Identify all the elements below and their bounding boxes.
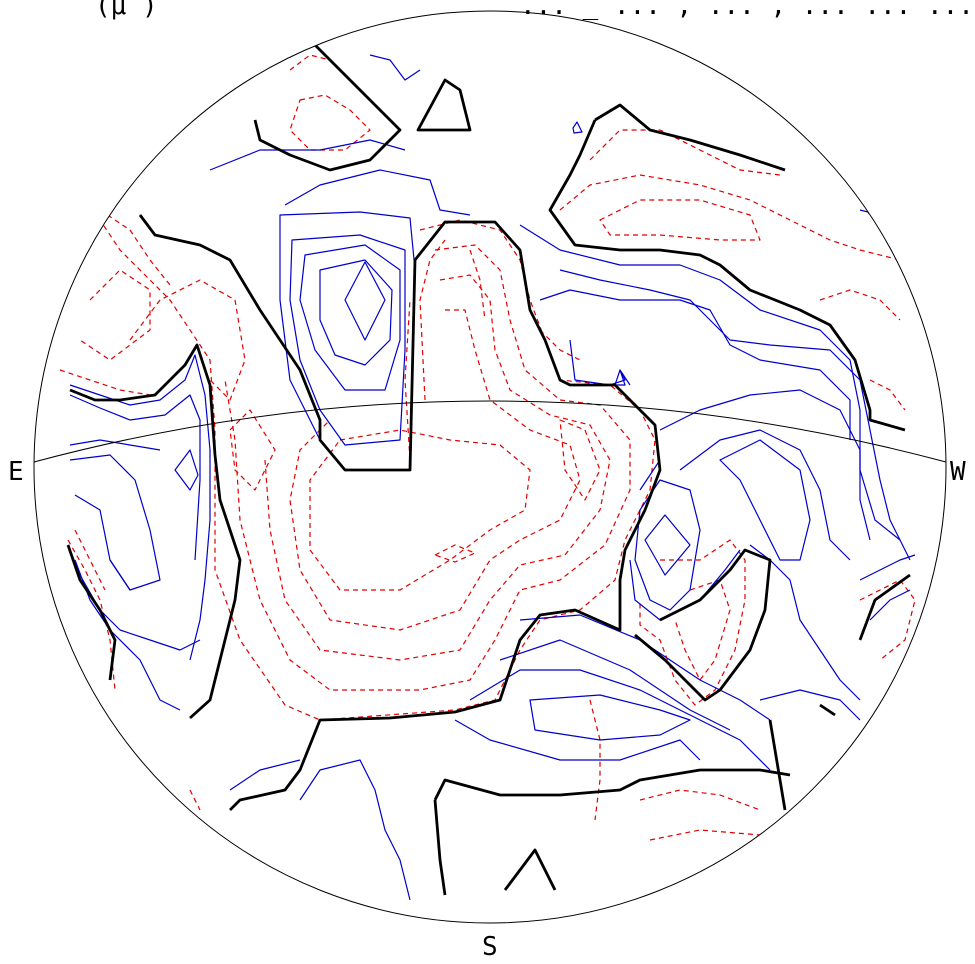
positive-contour [559, 269, 911, 561]
positive-contour [699, 44, 706, 53]
positive-contour [299, 759, 411, 901]
zero-contour [858, 573, 911, 641]
positive-contour [69, 454, 161, 591]
east-label: E [8, 457, 24, 487]
positive-contour [519, 614, 771, 721]
negative-contour [419, 239, 446, 401]
zero-contour [66, 544, 117, 681]
positive-contour [69, 354, 211, 661]
negative-contour [639, 789, 761, 811]
negative-contour [74, 529, 106, 591]
positive-contour [572, 121, 583, 134]
positive-contour [499, 639, 731, 731]
negative-contour [589, 129, 781, 176]
negative-contour [469, 249, 486, 321]
positive-contour [469, 669, 771, 771]
zero-contour [819, 703, 836, 717]
negative-contour [289, 94, 371, 151]
positive-contour [644, 514, 691, 576]
positive-contour [614, 369, 626, 386]
zero-contour [594, 103, 786, 172]
positive-contour [749, 544, 861, 701]
positive-contour [344, 261, 386, 341]
negative-contour [79, 269, 151, 361]
positive-contour [519, 224, 901, 541]
negative-contour [99, 219, 656, 721]
negative-contour [859, 579, 916, 661]
positive-contour [174, 449, 199, 491]
zero-contour [433, 768, 791, 801]
negative-contour [599, 199, 761, 241]
zero-contour [768, 719, 787, 811]
negative-contour [289, 54, 331, 71]
positive-contour [629, 549, 741, 621]
positive-contour [74, 494, 131, 591]
negative-contour [189, 789, 201, 811]
negative-contour [264, 274, 611, 661]
positive-contour [69, 439, 161, 451]
positive-contour [539, 289, 851, 440]
positive-contour [659, 389, 871, 541]
negative-contour [539, 329, 581, 361]
zero-contours [66, 39, 911, 902]
positive-contour [569, 339, 631, 386]
header-left-text: (μ ) [95, 0, 158, 21]
negative-contour [224, 244, 631, 691]
positive-contour [869, 589, 911, 621]
positive-contour [289, 234, 406, 446]
negative-contour [589, 699, 601, 821]
zero-contour [867, 208, 876, 215]
negative-contours [59, 54, 916, 841]
positive-contour [67, 544, 201, 651]
zero-contour [279, 878, 311, 902]
positive-contour [719, 439, 811, 561]
negative-contour [129, 279, 246, 401]
positive-contour [229, 759, 301, 791]
positive-contour [859, 554, 916, 581]
zero-contour [548, 119, 906, 432]
negative-contour [819, 289, 901, 321]
zero-contour [69, 343, 242, 720]
south-label: S [482, 932, 498, 962]
positive-contour [319, 259, 393, 366]
negative-contour [404, 299, 411, 461]
negative-contour [289, 309, 581, 631]
west-label: W [950, 457, 966, 487]
zero-contour [634, 548, 772, 702]
positive-contour [209, 139, 406, 171]
positive-contour [69, 394, 201, 561]
positive-contour [679, 429, 851, 561]
negative-contour [229, 409, 276, 491]
positive-contour [369, 54, 421, 81]
zero-contour [138, 214, 662, 811]
primitive-circle [33, 10, 947, 924]
zero-contour [416, 78, 472, 132]
positive-contour [454, 719, 701, 761]
header-right-text: ... _ ... , ... , ... ... ... [520, 0, 974, 21]
negative-contour [559, 419, 601, 501]
negative-contour [559, 174, 901, 261]
positive-contour [759, 689, 861, 721]
negative-contour [59, 369, 151, 396]
zero-contour [503, 848, 557, 891]
positive-contour [634, 479, 701, 611]
positive-contour [259, 879, 321, 911]
zero-contour [253, 39, 402, 172]
zero-contour [433, 799, 447, 896]
negative-contour [309, 429, 531, 591]
negative-contour [649, 829, 761, 841]
negative-contour [674, 579, 731, 681]
positive-contour [529, 694, 691, 741]
negative-contour [869, 379, 906, 411]
positive-contour [284, 169, 471, 216]
positive-contours [67, 44, 916, 911]
positive-contour [639, 459, 661, 491]
positive-contour [299, 244, 401, 391]
horizon-arc [33, 400, 947, 463]
negative-contour [434, 544, 476, 563]
negative-contour [99, 209, 171, 286]
